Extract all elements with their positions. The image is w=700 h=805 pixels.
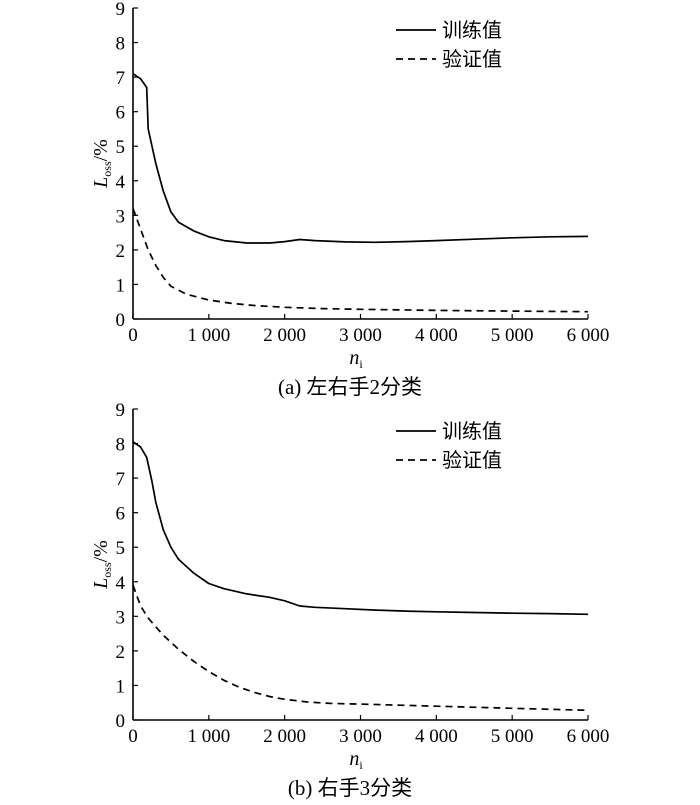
series-line-train bbox=[132, 441, 589, 616]
x-axis-label: ni bbox=[349, 347, 363, 371]
chart-panel-a: 0 1 2 3 4 5 6 7 8 9 0 1 000 2 000 3 000 4 000 5 000 6 00… bbox=[90, 0, 609, 399]
y-axis-label: Loss/% bbox=[90, 139, 114, 189]
y-tick-label: 0 bbox=[116, 711, 126, 732]
legend-label: 训练值 bbox=[442, 419, 502, 443]
series-line-validation bbox=[132, 208, 589, 313]
y-tick-label: 8 bbox=[116, 435, 126, 456]
panel-caption: (b) 右手3分类 bbox=[288, 776, 412, 800]
y-tick-label: 3 bbox=[116, 206, 126, 227]
y-tick-label: 1 bbox=[116, 676, 126, 697]
x-tick-label: 3 000 bbox=[339, 325, 382, 346]
x-tick-label: 0 bbox=[128, 726, 138, 747]
legend-label: 训练值 bbox=[442, 18, 502, 42]
y-tick-label: 2 bbox=[116, 642, 126, 663]
x-tick-label: 3 000 bbox=[339, 726, 382, 747]
x-tick-label: 2 000 bbox=[263, 726, 306, 747]
y-axis-label: Loss/% bbox=[90, 540, 114, 590]
y-tick-label: 9 bbox=[116, 0, 126, 20]
chart-panel-b: 0 1 2 3 4 5 6 7 8 9 0 1 000 2 000 3 000 4 000 5 000 6 00… bbox=[90, 400, 609, 800]
series-line-train bbox=[132, 72, 589, 244]
y-tick-label: 1 bbox=[116, 275, 126, 296]
y-tick-label: 7 bbox=[116, 68, 126, 89]
series-line-validation bbox=[132, 584, 589, 712]
y-tick-label: 6 bbox=[116, 103, 126, 124]
y-tick-label: 8 bbox=[116, 34, 126, 55]
x-tick-label: 5 000 bbox=[491, 325, 534, 346]
legend-label: 验证值 bbox=[442, 47, 502, 71]
x-tick-label: 6 000 bbox=[567, 726, 610, 747]
x-tick-label: 5 000 bbox=[491, 726, 534, 747]
x-axis-label: ni bbox=[349, 748, 363, 772]
y-tick-label: 6 bbox=[116, 504, 126, 525]
x-tick-label: 1 000 bbox=[187, 726, 230, 747]
y-tick-label: 5 bbox=[116, 538, 126, 559]
y-tick-label: 2 bbox=[116, 241, 126, 262]
x-tick-label: 0 bbox=[128, 325, 138, 346]
y-tick-label: 4 bbox=[116, 573, 126, 594]
x-tick-label: 2 000 bbox=[263, 325, 306, 346]
panel-caption: (a) 左右手2分类 bbox=[278, 375, 422, 399]
x-tick-label: 6 000 bbox=[567, 325, 610, 346]
y-tick-label: 5 bbox=[116, 137, 126, 158]
y-tick-label: 9 bbox=[116, 400, 126, 421]
y-tick-label: 0 bbox=[116, 310, 126, 331]
legend-label: 验证值 bbox=[442, 448, 502, 472]
x-tick-label: 1 000 bbox=[187, 325, 230, 346]
y-tick-label: 3 bbox=[116, 607, 126, 628]
x-tick-label: 4 000 bbox=[415, 325, 458, 346]
y-tick-label: 4 bbox=[116, 172, 126, 193]
y-tick-label: 7 bbox=[116, 469, 126, 490]
x-tick-label: 4 000 bbox=[415, 726, 458, 747]
